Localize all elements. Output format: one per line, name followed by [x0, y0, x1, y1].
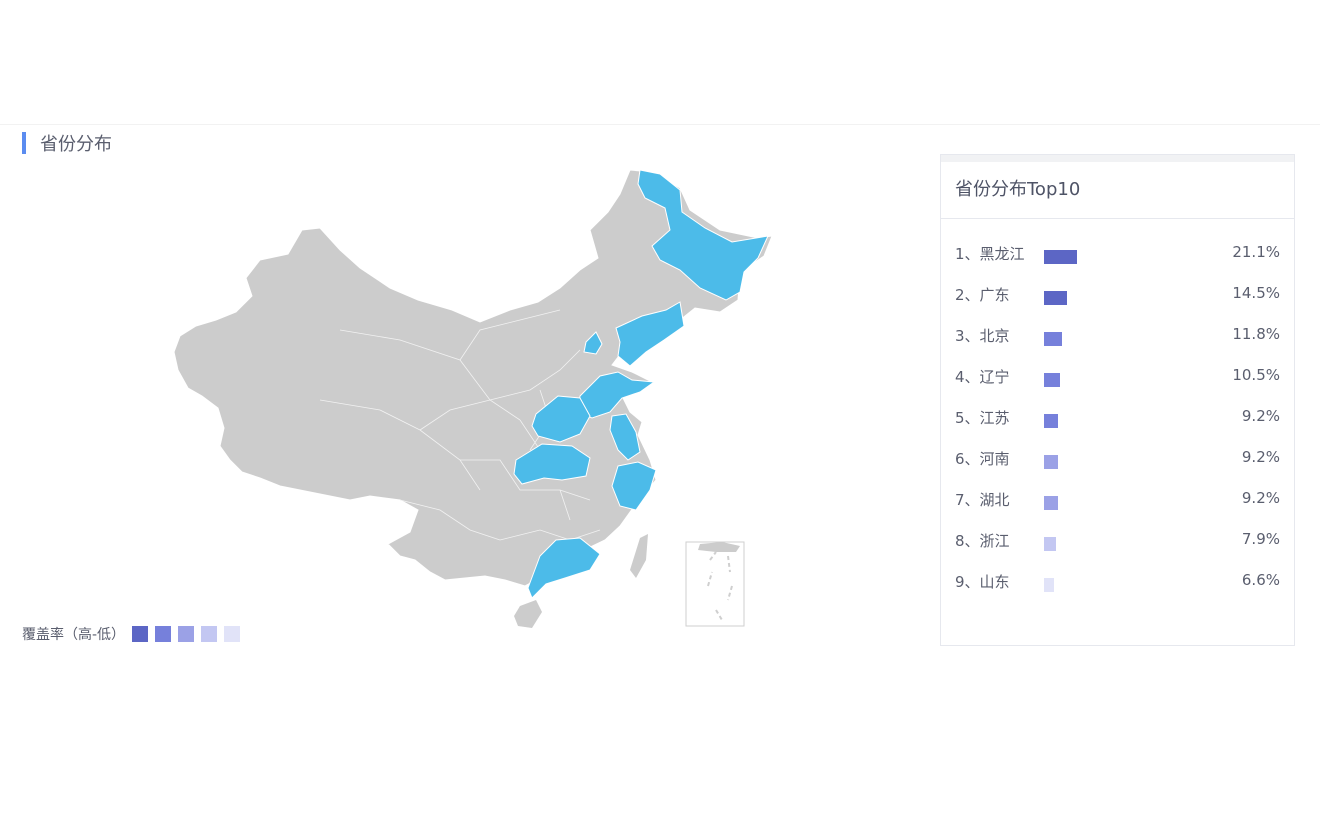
scale-swatch-3 — [178, 626, 195, 642]
china-map[interactable] — [160, 160, 780, 640]
scale-label: 覆盖率（高-低） — [22, 627, 126, 643]
title-accent-bar — [22, 132, 26, 154]
rank-bar — [1044, 578, 1054, 592]
rank-value: 10.5% — [1232, 366, 1280, 384]
top10-row[interactable]: 7、湖北 9.2% — [941, 481, 1294, 522]
top10-row[interactable]: 8、浙江 7.9% — [941, 522, 1294, 563]
rank-value: 9.2% — [1241, 448, 1280, 466]
top10-row[interactable]: 5、江苏 9.2% — [941, 399, 1294, 440]
card-header-strip — [941, 155, 1294, 162]
coverage-scale-legend: 覆盖率（高-低） — [22, 624, 241, 644]
map-taiwan — [630, 534, 648, 578]
top10-card: 省份分布Top10 1、黑龙江 21.1% 2、广东 14.5% 3、北京 11… — [940, 154, 1295, 646]
province-heilongjiang[interactable] — [637, 169, 769, 301]
top10-row[interactable]: 3、北京 11.8% — [941, 317, 1294, 358]
rank-bar — [1044, 250, 1077, 264]
rank-bar — [1044, 496, 1058, 510]
top10-title: 省份分布Top10 — [941, 162, 1294, 219]
south-china-sea-inset — [685, 541, 745, 627]
province-hubei[interactable] — [513, 443, 591, 485]
rank-value: 11.8% — [1232, 325, 1280, 343]
scale-swatch-4 — [201, 626, 218, 642]
rank-bar — [1044, 332, 1062, 346]
rank-bar — [1044, 373, 1060, 387]
scale-swatch-1 — [132, 626, 149, 642]
rank-name: 2、广东 — [955, 286, 1010, 304]
rank-name: 1、黑龙江 — [955, 245, 1025, 263]
rank-value: 14.5% — [1232, 284, 1280, 302]
scale-swatch-2 — [155, 626, 172, 642]
rank-bar — [1044, 414, 1058, 428]
rank-value: 9.2% — [1241, 489, 1280, 507]
rank-value: 21.1% — [1232, 243, 1280, 261]
province-zhejiang[interactable] — [611, 461, 657, 511]
rank-name: 6、河南 — [955, 450, 1010, 468]
top10-row[interactable]: 9、山东 6.6% — [941, 563, 1294, 604]
map-hainan — [514, 600, 542, 628]
rank-bar — [1044, 291, 1067, 305]
top10-list: 1、黑龙江 21.1% 2、广东 14.5% 3、北京 11.8% 4、辽宁 1… — [941, 235, 1294, 604]
rank-value: 9.2% — [1241, 407, 1280, 425]
rank-name: 7、湖北 — [955, 491, 1010, 509]
province-guangdong[interactable] — [527, 537, 601, 599]
province-liaoning[interactable] — [615, 301, 685, 367]
rank-name: 5、江苏 — [955, 409, 1010, 427]
province-henan[interactable] — [531, 395, 591, 443]
scale-swatch-5 — [224, 626, 241, 642]
rank-bar — [1044, 537, 1056, 551]
section-title: 省份分布 — [22, 132, 112, 155]
top10-row[interactable]: 1、黑龙江 21.1% — [941, 235, 1294, 276]
rank-name: 4、辽宁 — [955, 368, 1010, 386]
section-title-text: 省份分布 — [40, 134, 112, 155]
rank-bar — [1044, 455, 1058, 469]
top10-row[interactable]: 2、广东 14.5% — [941, 276, 1294, 317]
rank-value: 6.6% — [1241, 571, 1280, 589]
top10-row[interactable]: 6、河南 9.2% — [941, 440, 1294, 481]
province-beijing[interactable] — [583, 331, 603, 355]
rank-name: 8、浙江 — [955, 532, 1010, 550]
rank-name: 9、山东 — [955, 573, 1010, 591]
province-jiangsu[interactable] — [609, 413, 641, 461]
top10-row[interactable]: 4、辽宁 10.5% — [941, 358, 1294, 399]
rank-name: 3、北京 — [955, 327, 1010, 345]
rank-value: 7.9% — [1241, 530, 1280, 548]
